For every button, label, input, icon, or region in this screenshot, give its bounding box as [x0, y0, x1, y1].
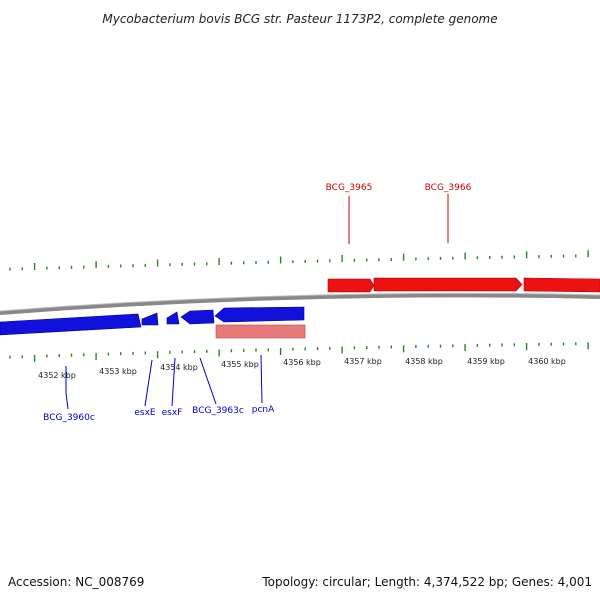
- gene-label-bcg-3960c[interactable]: BCG_3960c: [43, 413, 95, 423]
- gene-label-esxf[interactable]: esxF: [162, 408, 183, 418]
- outer-tick-marks: [9, 250, 589, 271]
- kbp-label: 4357 kbp: [344, 357, 382, 366]
- kbp-label: 4358 kbp: [405, 357, 443, 366]
- gene-label-esxe[interactable]: esxE: [134, 408, 156, 418]
- kbp-scale: 4352 kbp 4353 kbp 4354 kbp 4355 kbp 4356…: [38, 357, 566, 380]
- accession-text: Accession: NC_008769: [8, 575, 144, 589]
- forward-gene-labels: BCG_3965 BCG_3966: [326, 183, 472, 244]
- leader-line: [144, 359, 153, 407]
- inner-tick-marks: [9, 342, 589, 362]
- gene-arrow-esxf[interactable]: [166, 311, 180, 325]
- gene-label-pcna[interactable]: pcnA: [252, 405, 275, 415]
- kbp-label: 4352 kbp: [38, 371, 76, 380]
- kbp-label: 4356 kbp: [283, 358, 321, 367]
- kbp-label: 4359 kbp: [467, 357, 505, 366]
- leader-line: [260, 354, 263, 404]
- gene-arrow-esxe[interactable]: [141, 312, 159, 326]
- leader-line: [199, 357, 217, 405]
- forward-strand-track: [327, 277, 600, 293]
- gene-arrow-bcg-3960c[interactable]: [0, 313, 142, 336]
- reverse-gene-labels: BCG_3960c esxE esxF BCG_3963c pcnA: [43, 354, 275, 423]
- genome-title: Mycobacterium bovis BCG str. Pasteur 117…: [102, 12, 497, 26]
- leader-line: [171, 357, 176, 407]
- gene-arrow-bcg-3965[interactable]: [327, 278, 375, 293]
- gene-label-bcg-3966[interactable]: BCG_3966: [425, 183, 472, 193]
- topology-summary: Topology: circular; Length: 4,374,522 bp…: [261, 575, 592, 589]
- kbp-label: 4354 kbp: [160, 363, 198, 372]
- kbp-label: 4360 kbp: [528, 357, 566, 366]
- genome-backbone: [0, 293, 600, 315]
- gene-label-bcg-3965[interactable]: BCG_3965: [326, 183, 373, 193]
- rna-feature[interactable]: [215, 324, 306, 339]
- gene-label-bcg-3963c[interactable]: BCG_3963c: [192, 406, 244, 416]
- kbp-label: 4353 kbp: [99, 367, 137, 376]
- gene-arrow-bcg-3966[interactable]: [373, 277, 523, 292]
- gene-arrow-pcna[interactable]: [214, 306, 305, 323]
- kbp-label: 4355 kbp: [221, 360, 259, 369]
- genome-backbone-highlight: [0, 292, 600, 312]
- gene-arrow-forward-partial[interactable]: [523, 277, 600, 293]
- gene-arrow-bcg-3963c[interactable]: [180, 309, 215, 325]
- leader-line: [65, 366, 69, 410]
- reverse-strand-track: [0, 306, 306, 339]
